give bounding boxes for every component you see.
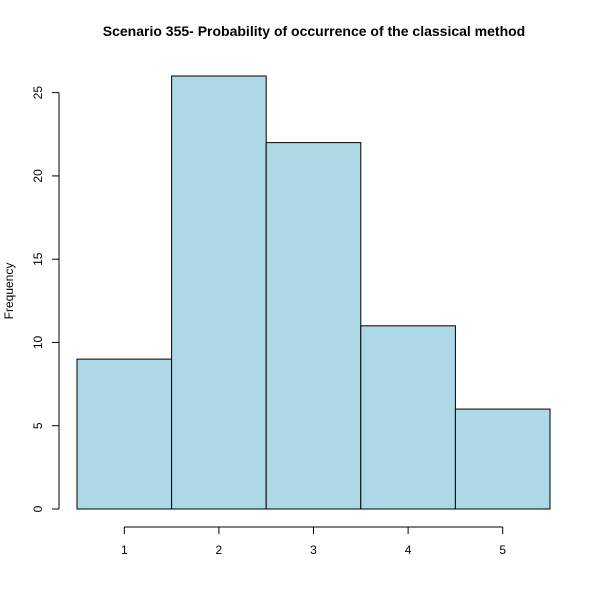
bar-1 <box>76 358 173 510</box>
x-tick-label-5: 5 <box>499 543 506 557</box>
bar-5 <box>454 408 551 510</box>
bar-4 <box>360 325 456 510</box>
y-axis: 0 5 10 15 20 25 <box>31 86 60 512</box>
y-tick-label-5: 5 <box>31 422 45 429</box>
y-tick-label-25: 25 <box>31 86 45 100</box>
y-tick-label-10: 10 <box>31 335 45 349</box>
bar-3 <box>265 142 362 510</box>
y-axis-label: Frequency <box>2 263 16 320</box>
bars-group <box>76 75 551 510</box>
chart-title: Scenario 355- Probability of occurrence … <box>103 23 525 39</box>
x-axis: 1 2 3 4 5 <box>121 526 506 557</box>
x-tick-label-4: 4 <box>405 543 412 557</box>
y-tick-label-0: 0 <box>31 505 45 512</box>
y-tick-label-20: 20 <box>31 169 45 183</box>
x-tick-label-2: 2 <box>216 543 223 557</box>
x-tick-label-1: 1 <box>121 543 128 557</box>
x-tick-label-3: 3 <box>310 543 317 557</box>
y-tick-label-15: 15 <box>31 252 45 266</box>
bar-2 <box>171 75 267 510</box>
